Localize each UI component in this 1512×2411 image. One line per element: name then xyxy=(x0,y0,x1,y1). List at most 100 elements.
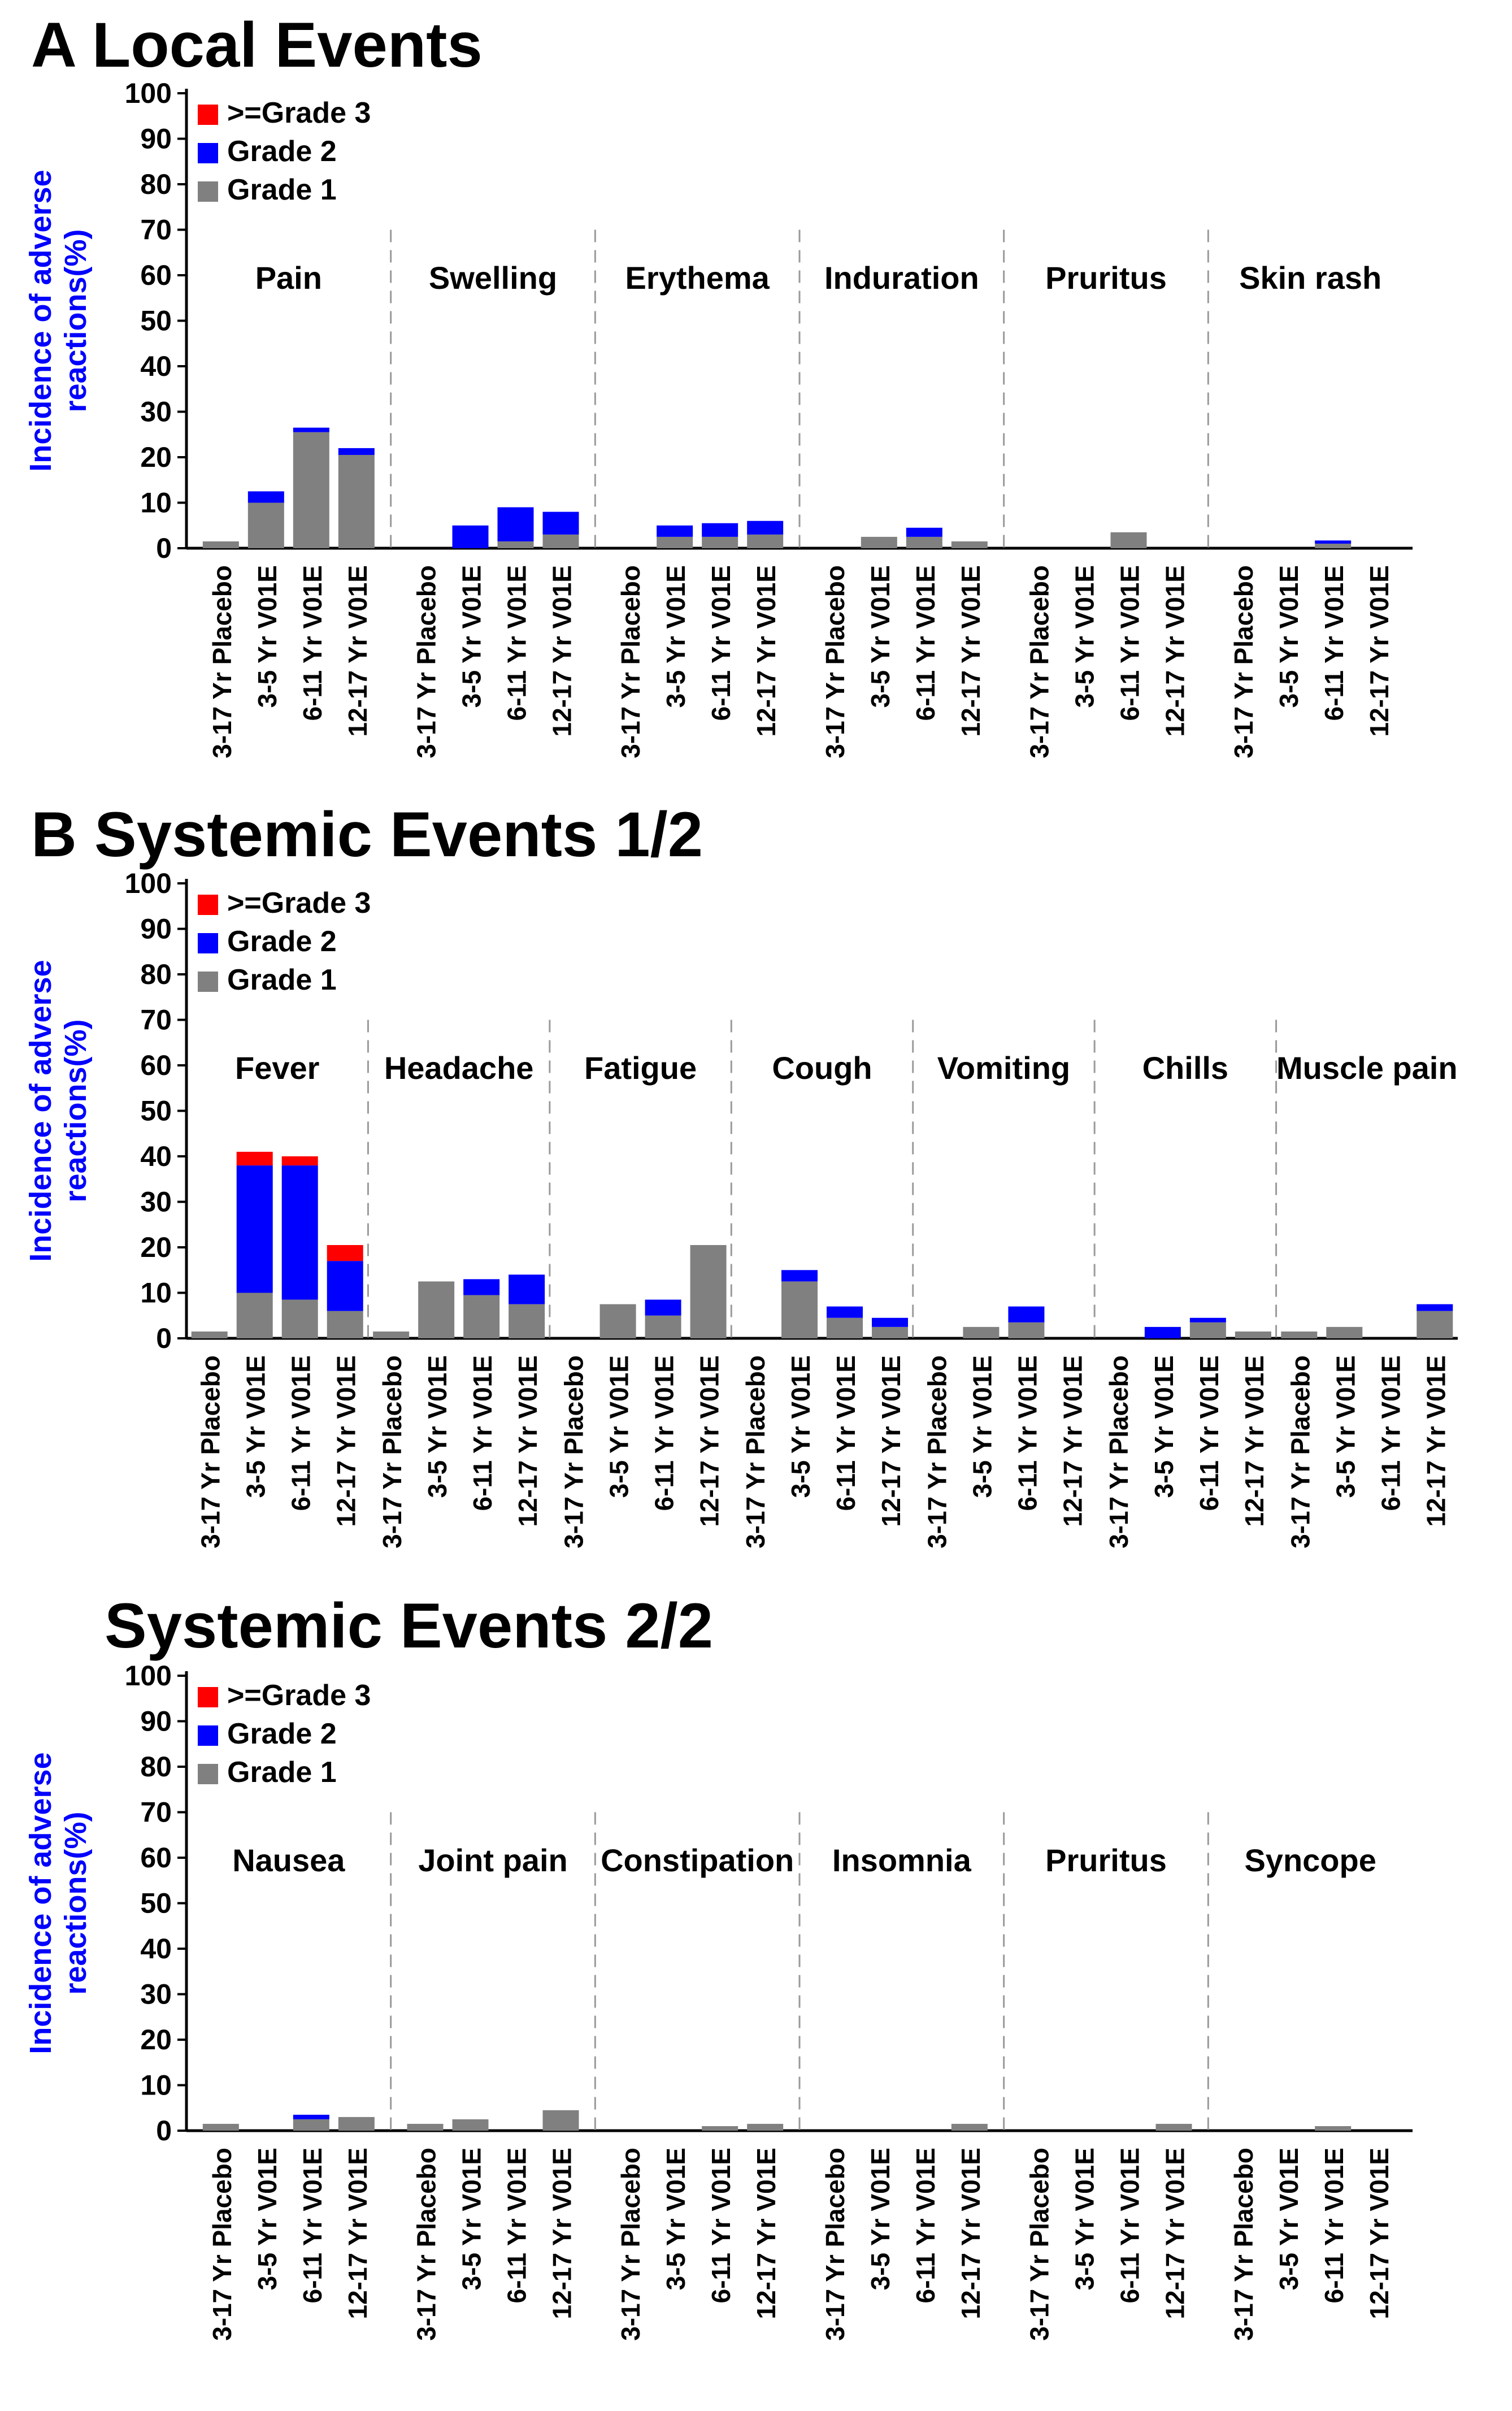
chart-panel-1: A Local Events Incidence of adversereacti… xyxy=(24,10,1413,758)
bar-grade2 xyxy=(1008,1306,1045,1322)
y-tick-label: 10 xyxy=(140,487,172,519)
bar-grade3 xyxy=(236,1151,273,1166)
y-tick-label: 20 xyxy=(140,441,172,473)
group-label: Fatigue xyxy=(584,1050,697,1086)
x-tick-label: 6-11 Yr V01E xyxy=(502,565,532,721)
group-label: Headache xyxy=(384,1050,534,1086)
y-tick-label: 90 xyxy=(140,123,172,155)
group-label: Pruritus xyxy=(1045,1842,1167,1878)
x-tick-label: 3-5 Yr V01E xyxy=(661,2148,690,2290)
panel-title: B Systemic Events 1/2 xyxy=(31,799,703,870)
x-tick-label: 6-11 Yr V01E xyxy=(468,1355,497,1511)
y-tick-label: 50 xyxy=(140,305,172,337)
x-tick-label: 6-11 Yr V01E xyxy=(1319,2148,1349,2303)
bar-grade1 xyxy=(509,1304,545,1338)
bar-grade1 xyxy=(191,1331,228,1338)
bar-grade2 xyxy=(509,1274,545,1304)
x-tick-label: 6-11 Yr V01E xyxy=(1115,565,1145,721)
group-label: Muscle pain xyxy=(1276,1050,1458,1086)
bar-grade1 xyxy=(327,1311,363,1338)
legend-label: Grade 2 xyxy=(227,135,337,168)
x-tick-label: 3-5 Yr V01E xyxy=(241,1355,271,1498)
bar-grade1 xyxy=(657,536,693,548)
bar-grade1 xyxy=(951,2123,988,2131)
legend-swatch xyxy=(198,895,218,915)
bar-grade1 xyxy=(338,2117,375,2131)
x-tick-label: 6-11 Yr V01E xyxy=(298,2148,327,2303)
bar-grade1 xyxy=(906,536,942,548)
x-tick-label: 12-17 Yr V01E xyxy=(513,1355,542,1527)
x-tick-label: 12-17 Yr V01E xyxy=(1365,565,1394,737)
bar-grade2 xyxy=(327,1261,363,1311)
x-tick-label: 12-17 Yr V01E xyxy=(1240,1355,1269,1527)
y-axis-label: Incidence of adversereactions(%) xyxy=(24,1752,93,2054)
x-tick-label: 3-17 Yr Placebo xyxy=(196,1355,225,1549)
y-tick-label: 60 xyxy=(140,259,172,291)
x-tick-label: 3-17 Yr Placebo xyxy=(741,1355,770,1549)
x-tick-label: 12-17 Yr V01E xyxy=(1421,1355,1450,1527)
x-tick-label: 3-17 Yr Placebo xyxy=(1229,565,1258,758)
bar-grade1 xyxy=(827,1317,863,1338)
bar-grade1 xyxy=(1417,1311,1453,1338)
y-tick-label: 60 xyxy=(140,1842,172,1874)
y-tick-label: 0 xyxy=(156,532,172,564)
group-label: Skin rash xyxy=(1239,260,1381,296)
bar-grade3 xyxy=(327,1244,363,1261)
legend-label: Grade 2 xyxy=(227,925,337,958)
group-label: Pruritus xyxy=(1045,260,1167,296)
x-tick-label: 12-17 Yr V01E xyxy=(332,1355,361,1527)
x-tick-label: 12-17 Yr V01E xyxy=(343,2148,372,2319)
bar-grade1 xyxy=(747,534,784,548)
y-tick-label: 70 xyxy=(140,214,172,246)
x-tick-label: 6-11 Yr V01E xyxy=(706,565,736,721)
x-tick-label: 3-5 Yr V01E xyxy=(1070,565,1100,708)
bar-grade2 xyxy=(702,523,738,537)
y-tick-label: 90 xyxy=(140,913,172,945)
bar-grade2 xyxy=(827,1306,863,1318)
x-tick-label: 3-5 Yr V01E xyxy=(457,565,486,708)
bar-grade1 xyxy=(542,534,579,548)
legend-label: Grade 2 xyxy=(227,1718,337,1750)
y-tick-label: 0 xyxy=(156,1322,172,1354)
bar-grade1 xyxy=(418,1281,455,1338)
x-tick-label: 6-11 Yr V01E xyxy=(1194,1355,1224,1511)
bar-grade1 xyxy=(236,1293,273,1338)
bar-grade1 xyxy=(281,1299,318,1338)
x-tick-label: 3-17 Yr Placebo xyxy=(412,2148,441,2341)
x-tick-label: 3-5 Yr V01E xyxy=(1070,2148,1100,2290)
bar-grade2 xyxy=(247,491,284,503)
y-tick-label: 30 xyxy=(140,396,172,428)
x-tick-label: 3-5 Yr V01E xyxy=(661,565,690,708)
y-tick-label: 30 xyxy=(140,1979,172,2010)
bar-grade1 xyxy=(293,432,329,548)
y-axis-label: Incidence of adversereactions(%) xyxy=(24,960,93,1261)
legend-swatch xyxy=(198,1725,218,1746)
bar-grade2 xyxy=(906,527,942,537)
y-tick-label: 0 xyxy=(156,2115,172,2147)
bar-grade1 xyxy=(1315,2126,1352,2131)
group-label: Erythema xyxy=(625,260,770,296)
y-tick-label: 80 xyxy=(140,959,172,990)
bar-grade1 xyxy=(963,1326,1000,1338)
x-tick-label: 3-17 Yr Placebo xyxy=(922,1355,951,1549)
x-tick-label: 6-11 Yr V01E xyxy=(911,2148,940,2303)
bar-grade1 xyxy=(747,2123,784,2131)
bar-grade2 xyxy=(1189,1317,1226,1322)
y-tick-label: 40 xyxy=(140,1141,172,1172)
x-tick-label: 6-11 Yr V01E xyxy=(706,2148,736,2303)
bar-grade1 xyxy=(1008,1322,1045,1338)
bar-grade1 xyxy=(702,2126,738,2131)
x-tick-label: 3-17 Yr Placebo xyxy=(207,565,237,758)
x-tick-label: 6-11 Yr V01E xyxy=(650,1355,679,1511)
bar-grade1 xyxy=(702,536,738,548)
x-tick-label: 12-17 Yr V01E xyxy=(548,2148,577,2319)
y-tick-label: 80 xyxy=(140,168,172,200)
y-tick-label: 90 xyxy=(140,1706,172,1737)
y-tick-label: 100 xyxy=(125,1660,172,1692)
bar-grade1 xyxy=(1155,2123,1192,2131)
bar-grade2 xyxy=(497,507,534,541)
x-tick-label: 12-17 Yr V01E xyxy=(751,565,781,737)
legend-swatch xyxy=(198,1764,218,1784)
bar-grade1 xyxy=(247,502,284,548)
